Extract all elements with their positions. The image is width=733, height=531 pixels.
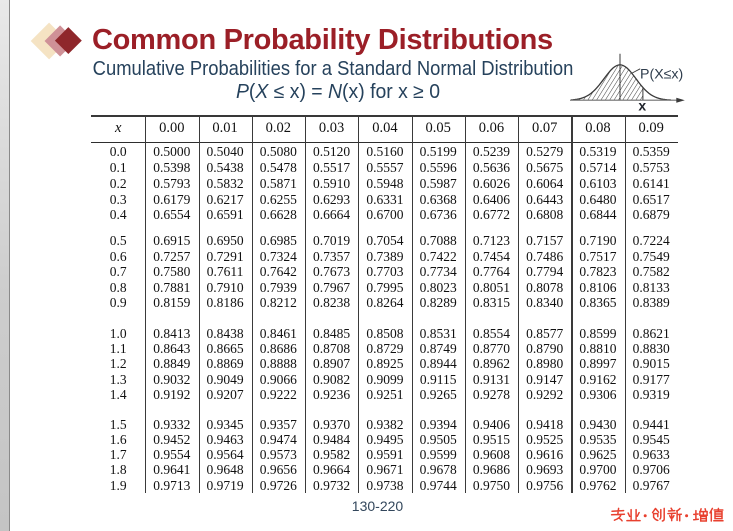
svg-text:P(X≤x): P(X≤x)	[640, 66, 683, 82]
svg-text:x: x	[638, 98, 646, 114]
